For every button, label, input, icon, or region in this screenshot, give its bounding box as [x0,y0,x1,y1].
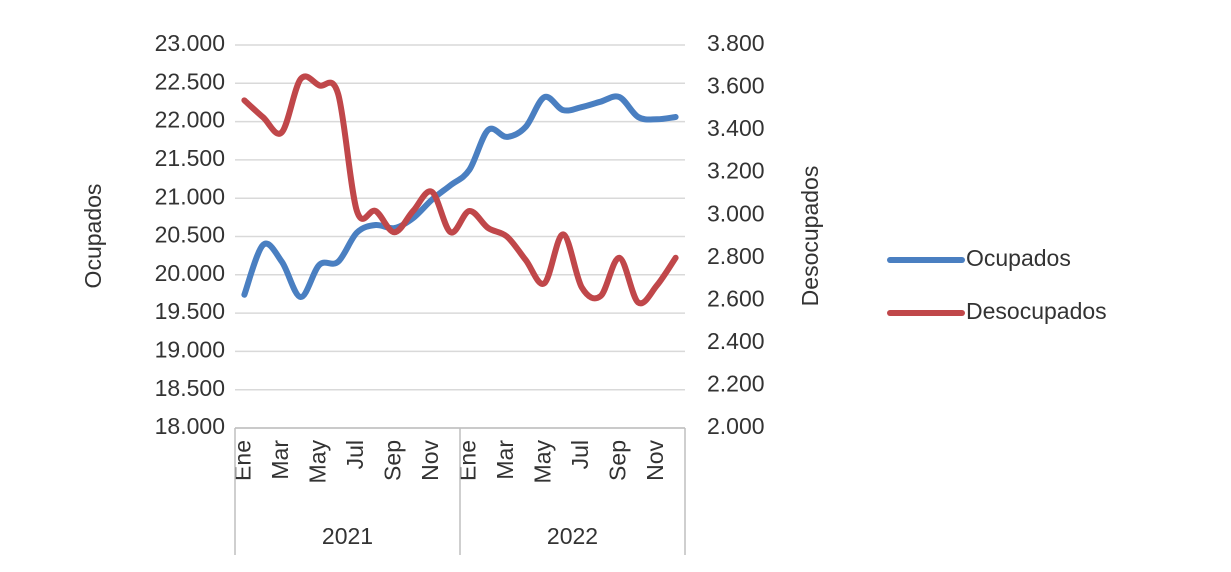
x-tick-label: Nov [642,440,668,481]
group-label: 2022 [547,523,598,549]
legend-label: Ocupados [966,245,1071,271]
y-tick-label: 19.000 [155,336,225,362]
x-tick-label: May [529,440,555,484]
y-tick-label: 20.000 [155,260,225,286]
x-tick-label: Sep [379,440,405,481]
y-tick-label: 22.500 [155,68,225,94]
y2-axis-label: Desocupados [797,166,823,307]
group-label: 2021 [322,523,373,549]
x-tick-label: Sep [604,440,630,481]
y-axis-label: Ocupados [80,184,106,289]
y2-tick-label: 2.200 [707,371,765,397]
y2-tick-label: 2.800 [707,243,765,269]
x-tick-label: Ene [454,440,480,481]
x-tick-label: May [304,440,330,484]
x-tick-label: Jul [567,440,593,469]
legend-label: Desocupados [966,298,1107,324]
data-line [241,73,679,307]
y-tick-label: 21.000 [155,183,225,209]
y2-tick-label: 2.000 [707,413,765,439]
y2-tick-label: 3.200 [707,158,765,184]
y-tick-label: 20.500 [155,222,225,248]
y-tick-label: 22.000 [155,107,225,133]
y2-tick-label: 3.800 [707,30,765,56]
y2-tick-label: 2.600 [707,285,765,311]
data-line [241,93,679,301]
y-tick-label: 23.000 [155,30,225,56]
x-tick-label: Mar [267,440,293,480]
y2-tick-label: 2.400 [707,328,765,354]
x-tick-label: Mar [492,440,518,480]
x-tick-label: Nov [417,440,443,481]
y-tick-label: 18.500 [155,375,225,401]
y-tick-label: 19.500 [155,298,225,324]
y-tick-label: 18.000 [155,413,225,439]
x-tick-label: Jul [342,440,368,469]
y2-tick-label: 3.600 [707,73,765,99]
y-tick-label: 21.500 [155,145,225,171]
y2-tick-label: 3.400 [707,115,765,141]
y2-tick-label: 3.000 [707,200,765,226]
x-tick-label: Ene [229,440,255,481]
